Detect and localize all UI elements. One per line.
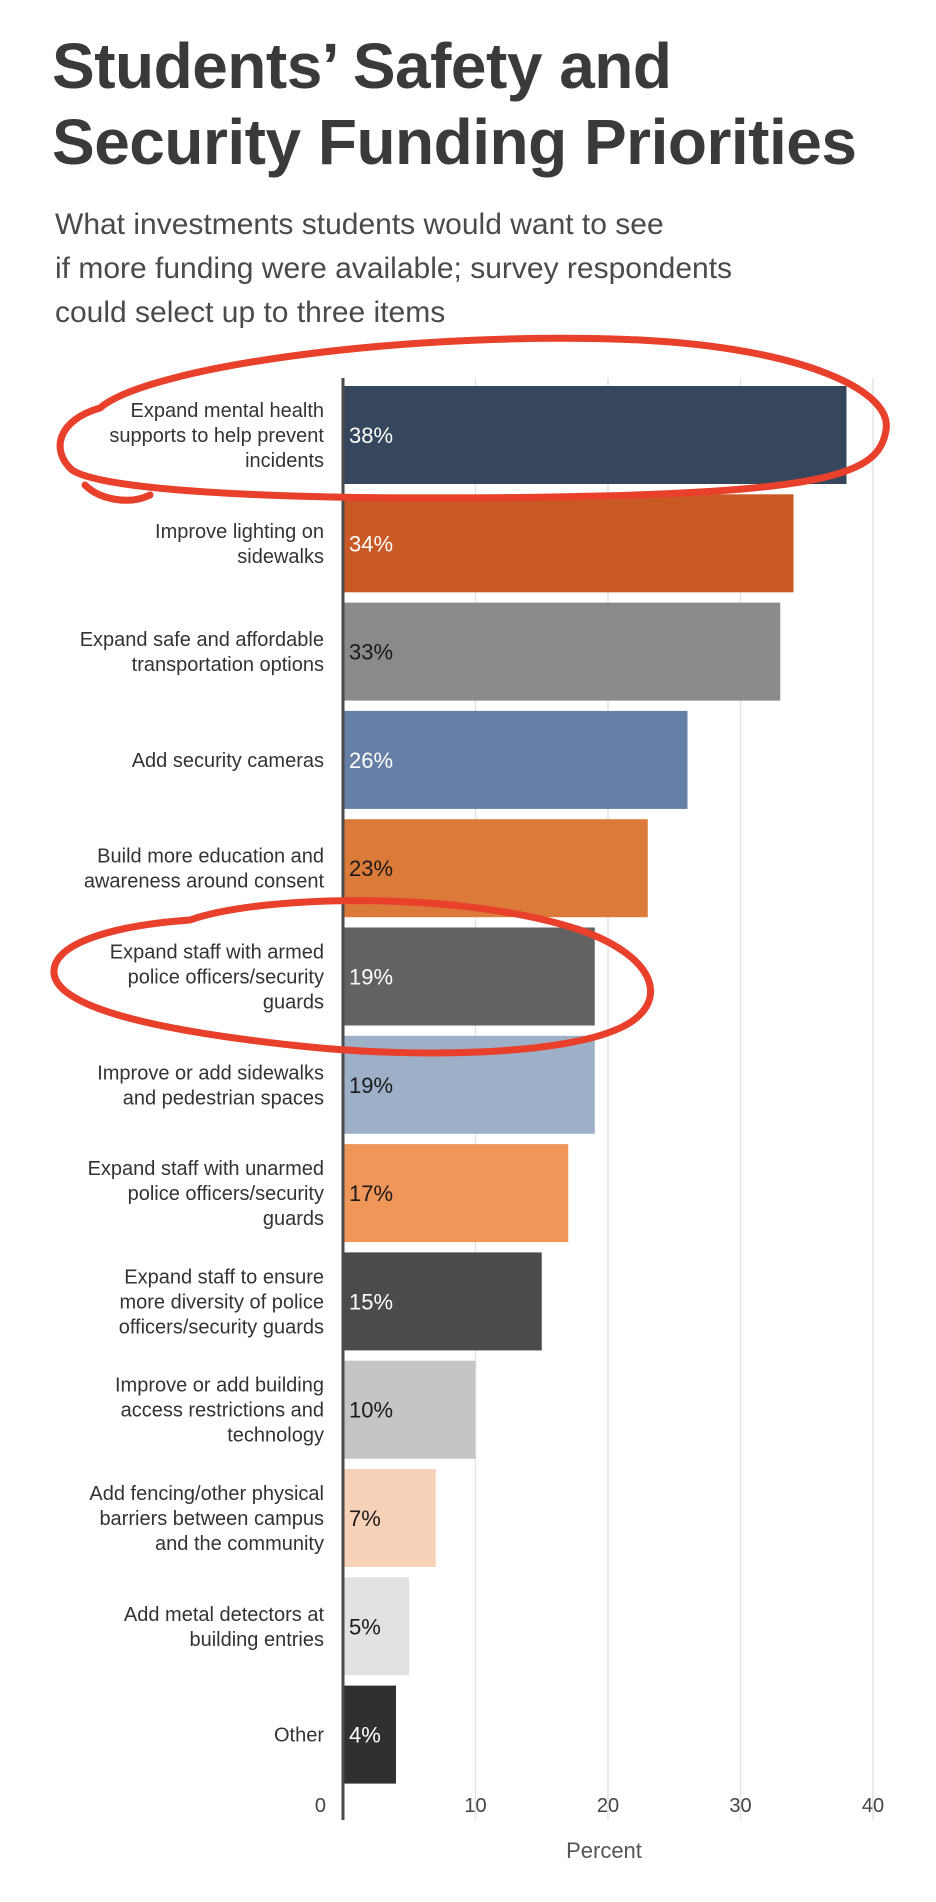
chart-title: Students’ Safety and Security Funding Pr… — [52, 28, 912, 180]
bar-1 — [343, 386, 847, 484]
x-tick-label-10: 10 — [464, 1795, 486, 1817]
category-label-11-line-3: and the community — [155, 1533, 324, 1555]
value-label-4: 26% — [349, 748, 393, 773]
category-label-1-line-3: incidents — [245, 450, 324, 472]
value-label-1: 38% — [349, 423, 393, 448]
category-label-7-line-2: and pedestrian spaces — [123, 1087, 324, 1109]
category-label-6-line-2: police officers/security — [128, 967, 324, 989]
category-label-1-line-1: Expand mental health — [131, 400, 324, 422]
highlight-ellipse-2 — [50, 897, 654, 1057]
category-label-13-line-1: Other — [274, 1725, 324, 1747]
category-label-11-line-1: Add fencing/other physical — [89, 1483, 324, 1505]
bar-10 — [343, 1360, 476, 1459]
category-label-5-line-2: awareness around consent — [84, 871, 325, 893]
bar-4 — [343, 710, 688, 809]
category-label-10-line-1: Improve or add building — [115, 1375, 324, 1397]
category-label-3-line-1: Expand safe and affordable — [80, 629, 324, 651]
category-label-12-line-1: Add metal detectors at — [124, 1604, 325, 1626]
bar-13 — [343, 1685, 396, 1784]
category-label-8-line-3: guards — [263, 1208, 324, 1230]
category-label-8-line-2: police officers/security — [128, 1183, 324, 1205]
category-label-6-line-3: guards — [263, 992, 324, 1014]
value-label-3: 33% — [349, 640, 393, 665]
value-label-9: 15% — [349, 1289, 393, 1314]
value-label-12: 5% — [349, 1614, 381, 1639]
x-tick-label-0: 0 — [315, 1795, 326, 1817]
category-label-4-line-1: Add security cameras — [132, 750, 324, 772]
category-label-11-line-2: barriers between campus — [99, 1508, 324, 1530]
value-label-8: 17% — [349, 1181, 393, 1206]
subtitle-line-1: What investments students would want to … — [55, 208, 664, 241]
category-label-1-line-2: supports to help prevent — [109, 425, 324, 447]
category-label-2-line-2: sidewalks — [237, 546, 324, 568]
category-label-10-line-3: technology — [227, 1425, 324, 1447]
x-tick-label-40: 40 — [862, 1795, 884, 1817]
bar-2 — [343, 494, 794, 593]
value-label-2: 34% — [349, 531, 393, 556]
highlight-ellipse-1 — [56, 334, 890, 504]
category-label-9-line-2: more diversity of police — [119, 1291, 324, 1313]
bar-6 — [343, 927, 595, 1026]
subtitle-line-3: could select up to three items — [55, 296, 446, 329]
x-tick-label-20: 20 — [597, 1795, 619, 1817]
category-label-3-line-2: transportation options — [132, 654, 324, 676]
category-label-12-line-2: building entries — [189, 1629, 324, 1651]
x-axis-title: Percent — [566, 1838, 642, 1863]
value-label-5: 23% — [349, 856, 393, 881]
bar-11 — [343, 1469, 436, 1567]
category-label-10-line-2: access restrictions and — [121, 1400, 324, 1422]
bar-3 — [343, 602, 781, 701]
value-label-6: 19% — [349, 965, 393, 990]
category-label-7-line-1: Improve or add sidewalks — [97, 1062, 324, 1084]
category-label-9-line-1: Expand staff to ensure — [124, 1266, 324, 1288]
value-label-7: 19% — [349, 1073, 393, 1098]
bar-8 — [343, 1144, 569, 1243]
subtitle-line-2: if more funding were available; survey r… — [55, 252, 733, 285]
category-label-9-line-3: officers/security guards — [119, 1316, 324, 1338]
category-label-2-line-1: Improve lighting on — [155, 521, 324, 543]
category-label-8-line-1: Expand staff with unarmed — [88, 1158, 324, 1180]
bar-12 — [343, 1577, 410, 1676]
category-label-6-line-1: Expand staff with armed — [110, 942, 324, 964]
category-label-5-line-1: Build more education and — [97, 846, 324, 868]
title-line-2: Security Funding Priorities — [52, 106, 857, 178]
chart-subtitle: What investments students would want to … — [55, 203, 915, 335]
title-line-1: Students’ Safety and — [52, 30, 672, 102]
value-label-13: 4% — [349, 1723, 381, 1748]
value-label-11: 7% — [349, 1506, 381, 1531]
bar-9 — [343, 1252, 542, 1351]
value-label-10: 10% — [349, 1398, 393, 1423]
x-tick-label-30: 30 — [729, 1795, 751, 1817]
